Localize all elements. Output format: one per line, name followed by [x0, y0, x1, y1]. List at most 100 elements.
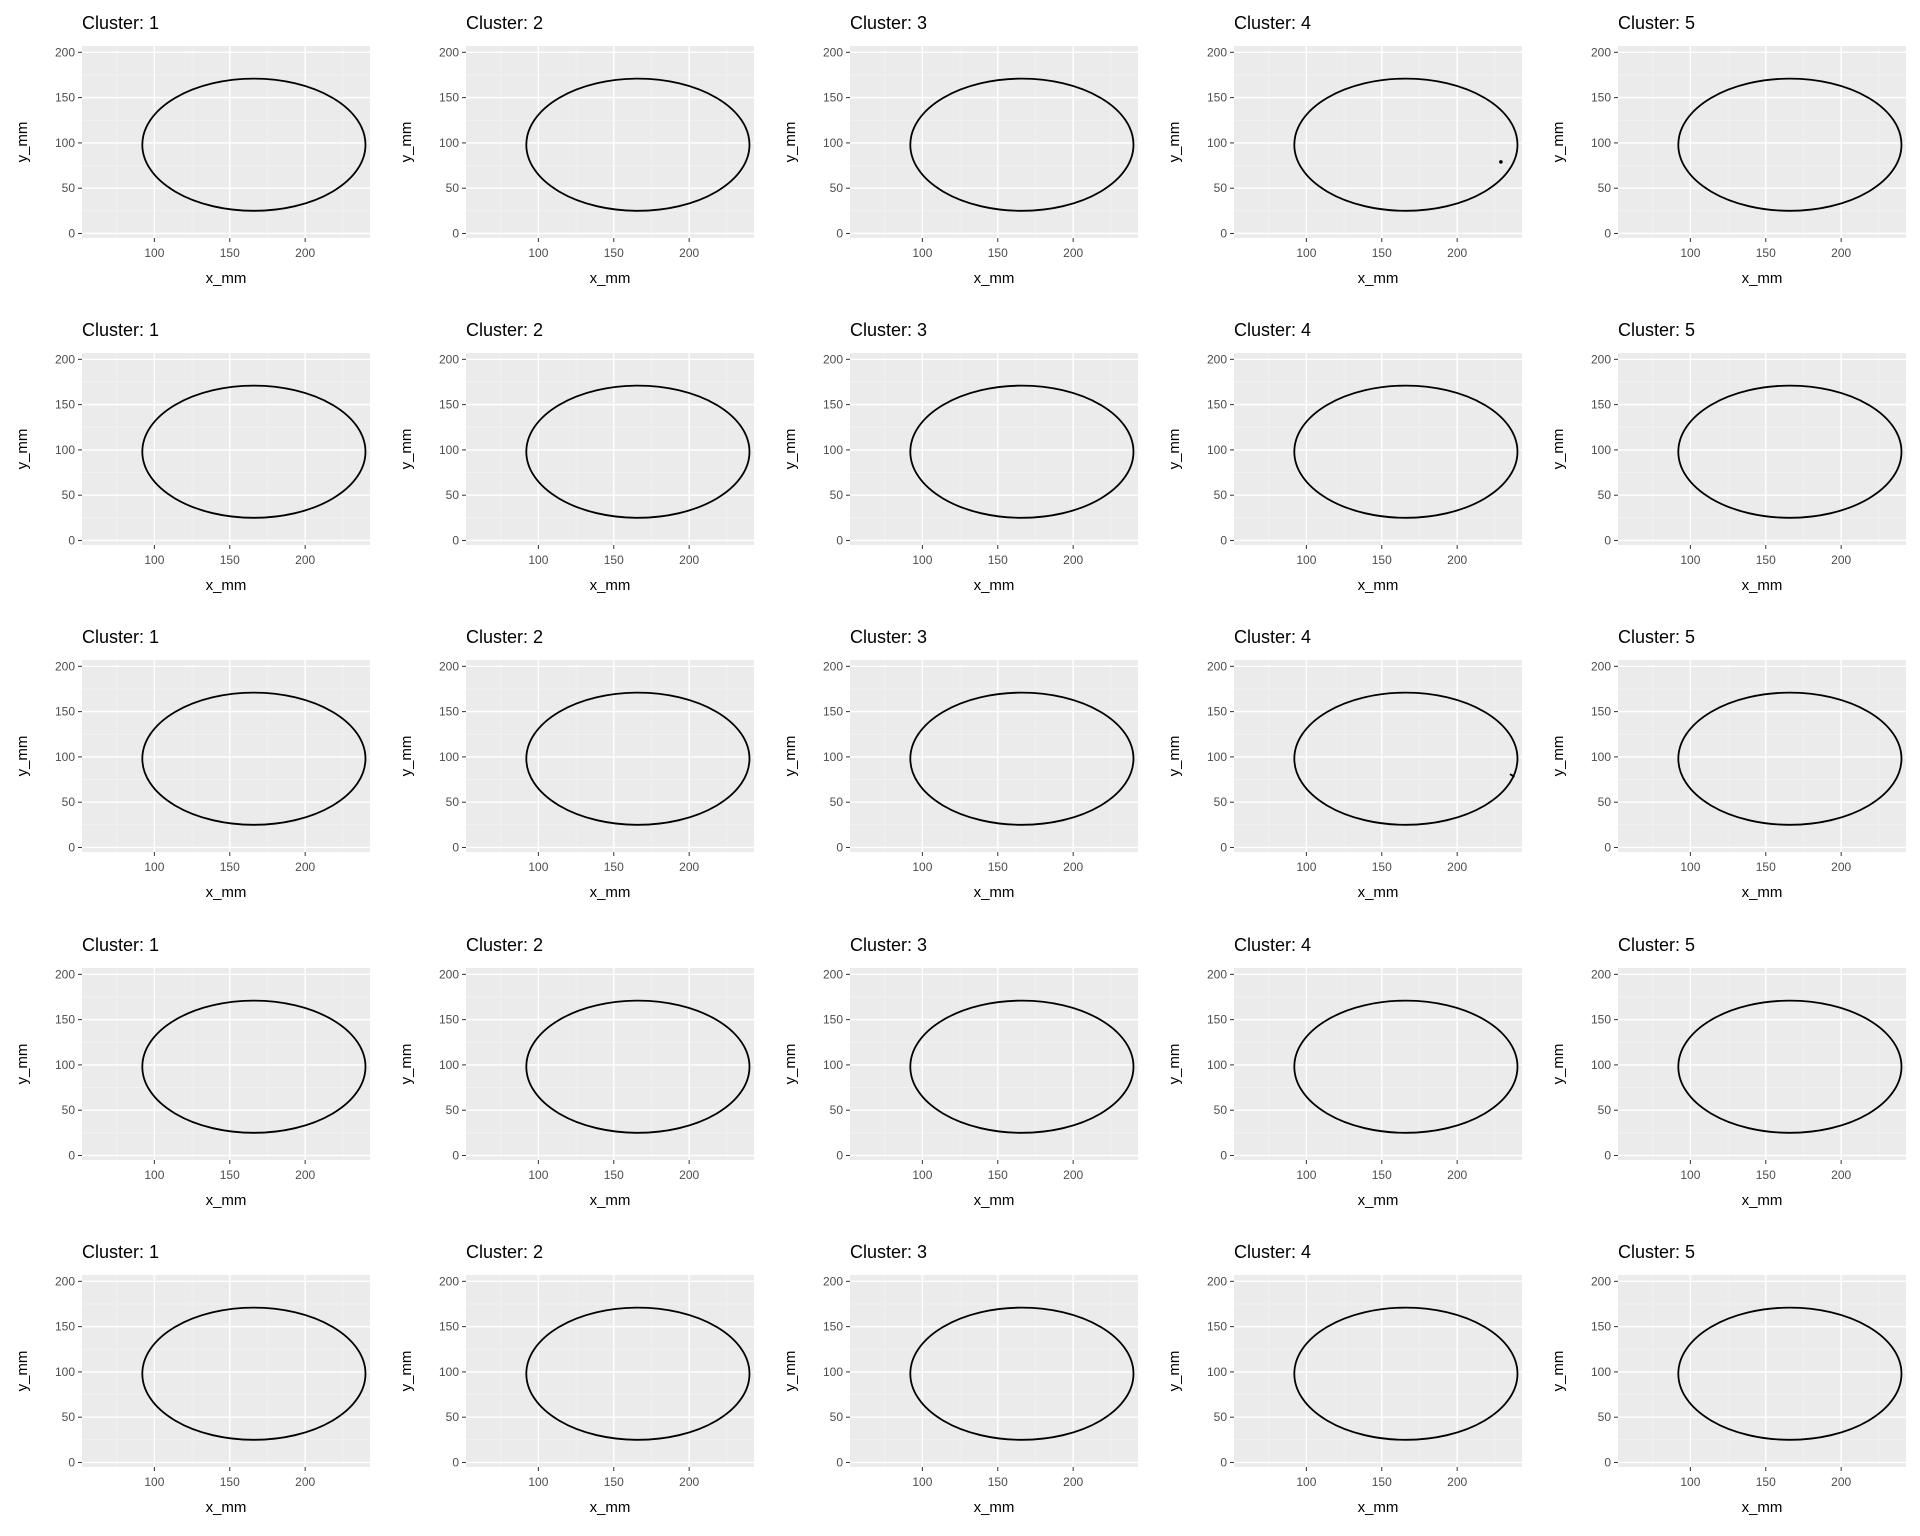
plot-background	[82, 46, 370, 238]
y-tick-label: 100	[1591, 750, 1611, 764]
x-tick-label: 200	[295, 246, 315, 260]
chart-panel: 100 150 200 0 50 100 150 200 Cluster: 5 x_mm y_mm	[1550, 320, 1906, 594]
stray-segment	[1509, 773, 1515, 778]
x-tick-label: 100	[528, 1168, 548, 1182]
x-tick-label: 150	[988, 553, 1008, 567]
plot-background	[1618, 46, 1906, 238]
plot-background	[850, 1275, 1138, 1467]
x-axis-label: x_mm	[974, 884, 1015, 901]
y-tick-label: 0	[68, 840, 75, 854]
y-tick-label: 50	[1598, 1103, 1612, 1117]
x-tick-label: 200	[679, 1475, 699, 1489]
y-tick-label: 50	[62, 1410, 76, 1424]
ellipse-path	[1293, 999, 1519, 1134]
panel-title: Cluster: 2	[466, 1242, 543, 1262]
y-tick-label: 50	[62, 488, 76, 502]
y-tick-label: 100	[1207, 1058, 1227, 1072]
y-tick-label: 0	[1220, 533, 1227, 547]
y-tick-label: 100	[439, 136, 459, 150]
y-tick-label: 200	[55, 967, 75, 981]
x-tick-label: 200	[1447, 553, 1467, 567]
y-tick-label: 0	[68, 1455, 75, 1469]
plot-background	[1618, 1275, 1906, 1467]
y-tick-label: 200	[823, 45, 843, 59]
y-tick-label: 50	[1214, 1103, 1228, 1117]
chart-panel: 100 150 200 0 50 100 150 200 Cluster: 1 x_mm y_mm	[14, 13, 370, 287]
plot-background	[466, 968, 754, 1160]
y-tick-label: 0	[1220, 1148, 1227, 1162]
x-tick-label: 100	[912, 246, 932, 260]
x-tick-label: 100	[528, 1475, 548, 1489]
panel-title: Cluster: 2	[466, 627, 543, 647]
y-tick-label: 150	[823, 705, 843, 719]
plot-background	[466, 1275, 754, 1467]
x-tick-label: 150	[1372, 553, 1392, 567]
panel-title: Cluster: 3	[850, 935, 927, 955]
panel-title: Cluster: 1	[82, 13, 159, 33]
panel-title: Cluster: 5	[1618, 320, 1695, 340]
y-tick-label: 150	[1207, 91, 1227, 105]
y-tick-label: 0	[452, 226, 459, 240]
y-tick-label: 0	[836, 840, 843, 854]
panel-title: Cluster: 1	[82, 627, 159, 647]
chart-panel: 100 150 200 0 50 100 150 200 Cluster: 3 x_mm y_mm	[782, 627, 1138, 901]
x-tick-label: 200	[1063, 1168, 1083, 1182]
x-tick-label: 200	[1447, 246, 1467, 260]
ellipse-path	[1677, 999, 1903, 1134]
y-tick-label: 100	[1591, 1058, 1611, 1072]
plot-background	[466, 46, 754, 238]
x-tick-label: 150	[604, 553, 624, 567]
plot-background	[1234, 353, 1522, 545]
x-tick-label: 200	[295, 1168, 315, 1182]
ellipse-path	[909, 1306, 1135, 1441]
x-axis-label: x_mm	[974, 577, 1015, 594]
plot-background	[82, 968, 370, 1160]
y-tick-label: 200	[1591, 659, 1611, 673]
x-axis-label: x_mm	[206, 1499, 247, 1516]
plot-background	[1234, 1275, 1522, 1467]
y-tick-label: 150	[55, 91, 75, 105]
ellipse-path	[1677, 77, 1903, 212]
panel-title: Cluster: 5	[1618, 1242, 1695, 1262]
y-axis-label: y_mm	[782, 122, 799, 163]
x-tick-label: 100	[912, 1475, 932, 1489]
y-axis-label: y_mm	[14, 1044, 31, 1085]
y-tick-label: 200	[823, 1274, 843, 1288]
y-tick-label: 100	[55, 1058, 75, 1072]
ellipse-path	[141, 384, 367, 519]
x-tick-label: 100	[1680, 1168, 1700, 1182]
y-axis-label: y_mm	[398, 429, 415, 470]
panel-title: Cluster: 5	[1618, 935, 1695, 955]
y-axis-label: y_mm	[398, 1044, 415, 1085]
y-tick-label: 200	[823, 659, 843, 673]
y-tick-label: 150	[439, 398, 459, 412]
y-tick-label: 50	[830, 795, 844, 809]
chart-panel: 100 150 200 0 50 100 150 200 Cluster: 3 x_mm y_mm	[782, 1242, 1138, 1516]
y-tick-label: 100	[55, 443, 75, 457]
x-axis-label: x_mm	[1742, 1499, 1783, 1516]
y-axis-label: y_mm	[782, 429, 799, 470]
y-tick-label: 100	[439, 750, 459, 764]
chart-panel: 100 150 200 0 50 100 150 200 Cluster: 5 x_mm y_mm	[1550, 1242, 1906, 1516]
ellipse-path	[909, 691, 1135, 826]
y-tick-label: 0	[1604, 533, 1611, 547]
y-tick-label: 50	[446, 1103, 460, 1117]
y-axis-label: y_mm	[14, 122, 31, 163]
chart-panel: 100 150 200 0 50 100 150 200 Cluster: 4 x_mm y_mm	[1166, 935, 1522, 1209]
x-tick-label: 150	[220, 1168, 240, 1182]
y-tick-label: 0	[1220, 840, 1227, 854]
x-tick-label: 100	[1296, 1475, 1316, 1489]
x-tick-label: 150	[604, 1168, 624, 1182]
x-tick-label: 200	[1063, 860, 1083, 874]
y-tick-label: 0	[1220, 1455, 1227, 1469]
x-tick-label: 100	[1296, 860, 1316, 874]
x-tick-label: 100	[1680, 1475, 1700, 1489]
y-tick-label: 100	[823, 136, 843, 150]
y-tick-label: 100	[55, 750, 75, 764]
y-tick-label: 150	[439, 1320, 459, 1334]
y-tick-label: 100	[439, 443, 459, 457]
y-tick-label: 50	[446, 488, 460, 502]
y-tick-label: 150	[823, 91, 843, 105]
y-axis-label: y_mm	[1550, 122, 1567, 163]
chart-panel: 100 150 200 0 50 100 150 200 Cluster: 2 x_mm y_mm	[398, 13, 754, 287]
